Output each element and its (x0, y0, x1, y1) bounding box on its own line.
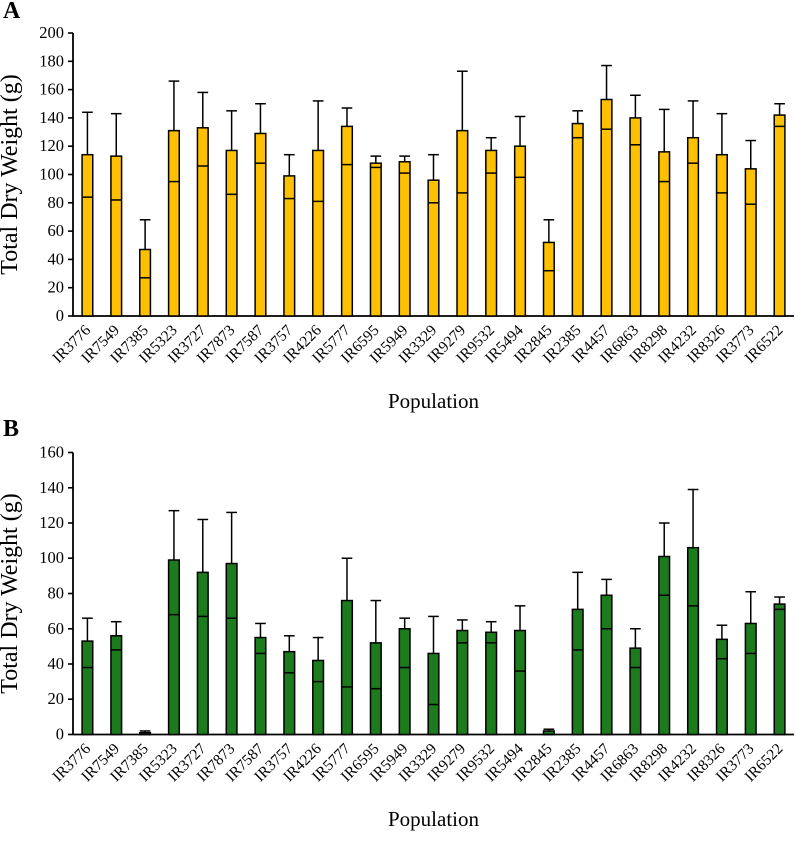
svg-text:20: 20 (48, 278, 65, 297)
svg-text:60: 60 (48, 619, 65, 638)
svg-text:140: 140 (39, 478, 64, 497)
svg-text:40: 40 (48, 654, 65, 673)
svg-text:0: 0 (56, 725, 64, 744)
svg-text:180: 180 (39, 51, 64, 70)
svg-text:160: 160 (39, 443, 64, 462)
svg-text:Total Dry Weight (g): Total Dry Weight (g) (0, 74, 23, 275)
svg-text:80: 80 (48, 193, 65, 212)
svg-text:A: A (3, 0, 21, 24)
svg-text:Population: Population (388, 389, 480, 413)
svg-text:100: 100 (39, 165, 64, 184)
svg-text:0: 0 (56, 306, 64, 325)
svg-text:100: 100 (39, 548, 64, 567)
svg-text:20: 20 (48, 689, 65, 708)
svg-text:60: 60 (48, 221, 65, 240)
svg-text:40: 40 (48, 249, 65, 268)
svg-text:160: 160 (39, 80, 64, 99)
svg-text:120: 120 (39, 513, 64, 532)
svg-text:Population: Population (388, 807, 480, 831)
svg-text:140: 140 (39, 108, 64, 127)
svg-text:B: B (3, 418, 19, 442)
svg-text:120: 120 (39, 136, 64, 155)
svg-text:Total Dry Weight (g): Total Dry Weight (g) (0, 493, 23, 694)
svg-text:200: 200 (39, 23, 64, 42)
svg-text:80: 80 (48, 584, 65, 603)
